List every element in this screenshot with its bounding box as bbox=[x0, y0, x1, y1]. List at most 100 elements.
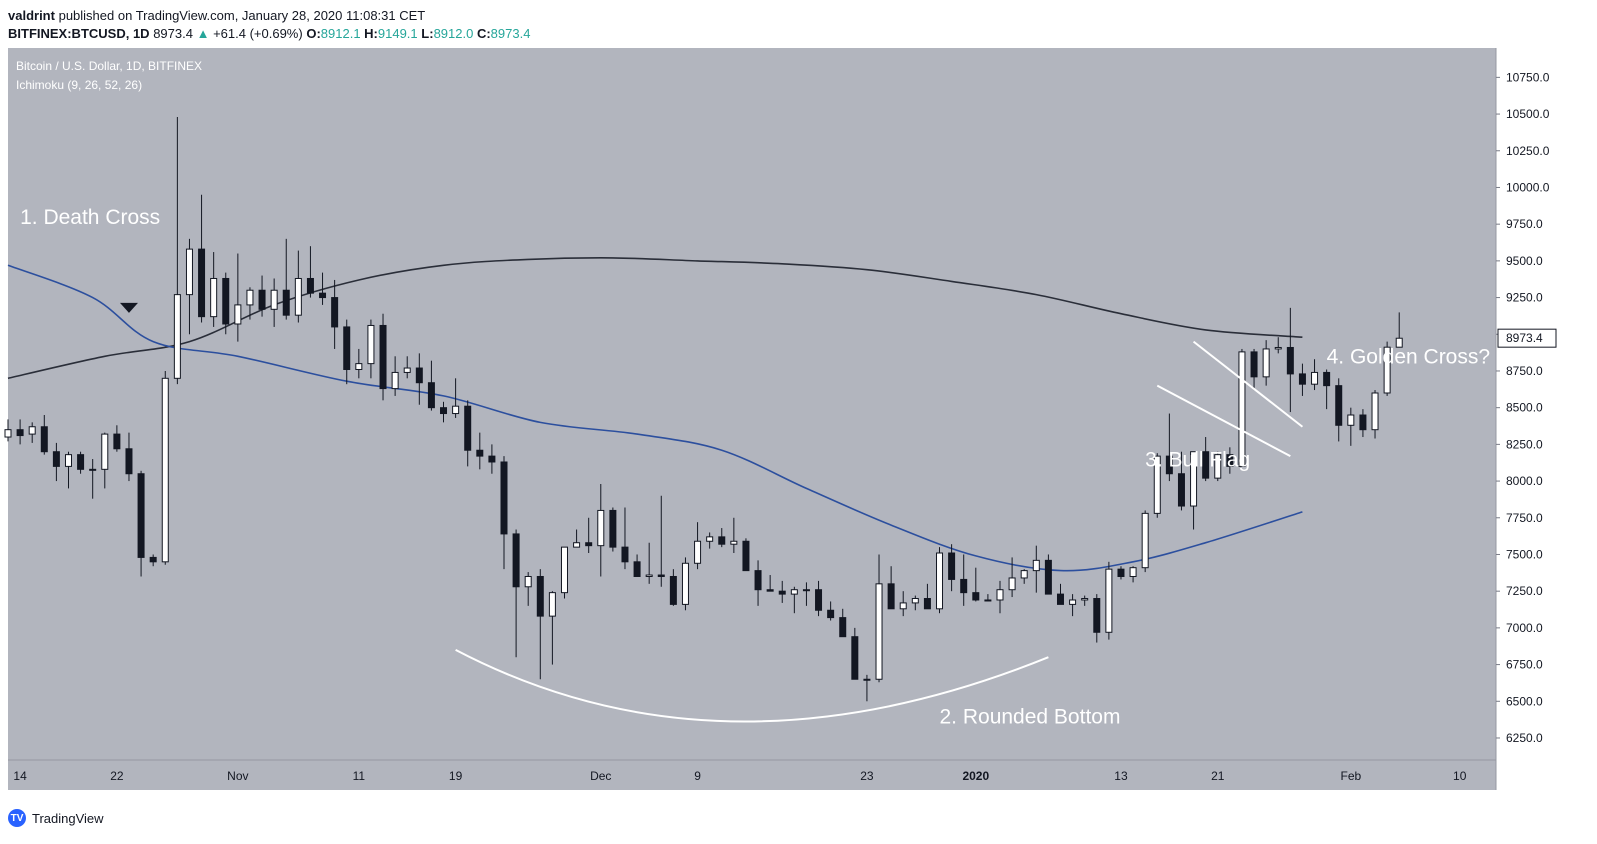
candle[interactable] bbox=[742, 538, 750, 572]
candle[interactable] bbox=[802, 582, 810, 606]
candle[interactable] bbox=[173, 116, 181, 385]
candle[interactable] bbox=[367, 319, 375, 379]
candle[interactable] bbox=[1238, 348, 1246, 467]
candle[interactable] bbox=[851, 627, 859, 680]
tradingview-logo[interactable]: TV TradingView bbox=[8, 808, 104, 828]
candle[interactable] bbox=[476, 432, 484, 470]
candle[interactable] bbox=[948, 544, 956, 592]
candle[interactable] bbox=[1105, 561, 1113, 640]
candle[interactable] bbox=[391, 356, 399, 396]
candle[interactable] bbox=[427, 360, 435, 411]
candle[interactable] bbox=[222, 272, 230, 335]
candle[interactable] bbox=[403, 356, 411, 379]
candle[interactable] bbox=[1069, 594, 1077, 617]
candle[interactable] bbox=[609, 507, 617, 552]
candle[interactable] bbox=[815, 580, 823, 617]
candle[interactable] bbox=[1395, 312, 1403, 348]
annotation-text[interactable]: 3. Bull Flag bbox=[1145, 448, 1250, 471]
candle[interactable] bbox=[996, 580, 1004, 614]
candle[interactable] bbox=[1214, 451, 1222, 482]
candle[interactable] bbox=[960, 554, 968, 606]
candle[interactable] bbox=[548, 591, 556, 665]
candle[interactable] bbox=[936, 547, 944, 614]
candle[interactable] bbox=[270, 278, 278, 327]
candle[interactable] bbox=[113, 425, 121, 452]
candle[interactable] bbox=[1141, 510, 1149, 573]
candle[interactable] bbox=[875, 554, 883, 683]
plot-area[interactable] bbox=[8, 48, 1496, 760]
candle[interactable] bbox=[1250, 348, 1258, 391]
candle[interactable] bbox=[984, 594, 992, 602]
candle[interactable] bbox=[1359, 409, 1367, 438]
candle[interactable] bbox=[440, 401, 448, 423]
candle[interactable] bbox=[234, 253, 242, 342]
candle[interactable] bbox=[1262, 340, 1270, 386]
candle[interactable] bbox=[1020, 569, 1028, 584]
candle[interactable] bbox=[863, 674, 871, 702]
candle[interactable] bbox=[1226, 447, 1234, 474]
candle[interactable] bbox=[657, 495, 665, 587]
candle[interactable] bbox=[210, 252, 218, 327]
candle[interactable] bbox=[1190, 451, 1198, 530]
bull-flag-line[interactable] bbox=[1156, 384, 1291, 457]
candle[interactable] bbox=[560, 546, 568, 599]
ma-blue-line[interactable] bbox=[7, 264, 1303, 572]
candle[interactable] bbox=[645, 542, 653, 584]
candle[interactable] bbox=[28, 422, 36, 443]
candle[interactable] bbox=[681, 557, 689, 611]
candle[interactable] bbox=[754, 560, 762, 606]
candle[interactable] bbox=[1347, 407, 1355, 446]
candle[interactable] bbox=[1165, 413, 1173, 482]
candle[interactable] bbox=[246, 287, 254, 320]
candle[interactable] bbox=[379, 313, 387, 401]
candle[interactable] bbox=[1008, 557, 1016, 598]
candle[interactable] bbox=[1323, 369, 1331, 410]
candle[interactable] bbox=[198, 194, 206, 323]
candle[interactable] bbox=[161, 370, 169, 565]
candle[interactable] bbox=[730, 517, 738, 554]
time-axis[interactable] bbox=[8, 760, 1496, 790]
candle[interactable] bbox=[790, 586, 798, 614]
candle[interactable] bbox=[1177, 451, 1185, 511]
candle[interactable] bbox=[331, 279, 339, 349]
bull-flag-line[interactable] bbox=[1192, 340, 1304, 428]
candle[interactable] bbox=[524, 572, 532, 606]
rounded-bottom-curve[interactable] bbox=[455, 649, 1049, 723]
candle[interactable] bbox=[343, 319, 351, 385]
candle[interactable] bbox=[887, 566, 895, 610]
candle[interactable] bbox=[16, 419, 24, 445]
candle[interactable] bbox=[355, 348, 363, 379]
candle[interactable] bbox=[319, 272, 327, 305]
candle[interactable] bbox=[1081, 595, 1089, 606]
candle[interactable] bbox=[923, 583, 931, 610]
candle[interactable] bbox=[258, 275, 266, 317]
candle[interactable] bbox=[1044, 554, 1052, 595]
candle[interactable] bbox=[1056, 583, 1064, 605]
candle[interactable] bbox=[585, 517, 593, 554]
candle[interactable] bbox=[125, 432, 133, 482]
candle[interactable] bbox=[512, 529, 520, 658]
candle[interactable] bbox=[415, 353, 423, 405]
candle[interactable] bbox=[52, 442, 60, 482]
candle[interactable] bbox=[1202, 437, 1210, 482]
candle[interactable] bbox=[621, 507, 629, 570]
candle[interactable] bbox=[536, 569, 544, 680]
candle[interactable] bbox=[778, 580, 786, 603]
candle[interactable] bbox=[899, 591, 907, 617]
candle[interactable] bbox=[1335, 378, 1343, 442]
indicator-label[interactable]: Ichimoku (9, 26, 52, 26) bbox=[16, 78, 142, 92]
candle[interactable] bbox=[488, 444, 496, 474]
candle[interactable] bbox=[1032, 545, 1040, 593]
candle[interactable] bbox=[766, 575, 774, 592]
candle[interactable] bbox=[452, 378, 460, 418]
candle[interactable] bbox=[306, 246, 314, 298]
annotation-text[interactable]: 4. Golden Cross? bbox=[1327, 346, 1490, 369]
annotation-text[interactable]: 2. Rounded Bottom bbox=[940, 705, 1121, 728]
candle[interactable] bbox=[149, 554, 157, 567]
candle[interactable] bbox=[1274, 337, 1282, 354]
annotation-text[interactable]: 1. Death Cross bbox=[20, 206, 160, 229]
candle[interactable] bbox=[718, 528, 726, 548]
candle[interactable] bbox=[573, 529, 581, 548]
candle[interactable] bbox=[1129, 566, 1137, 583]
